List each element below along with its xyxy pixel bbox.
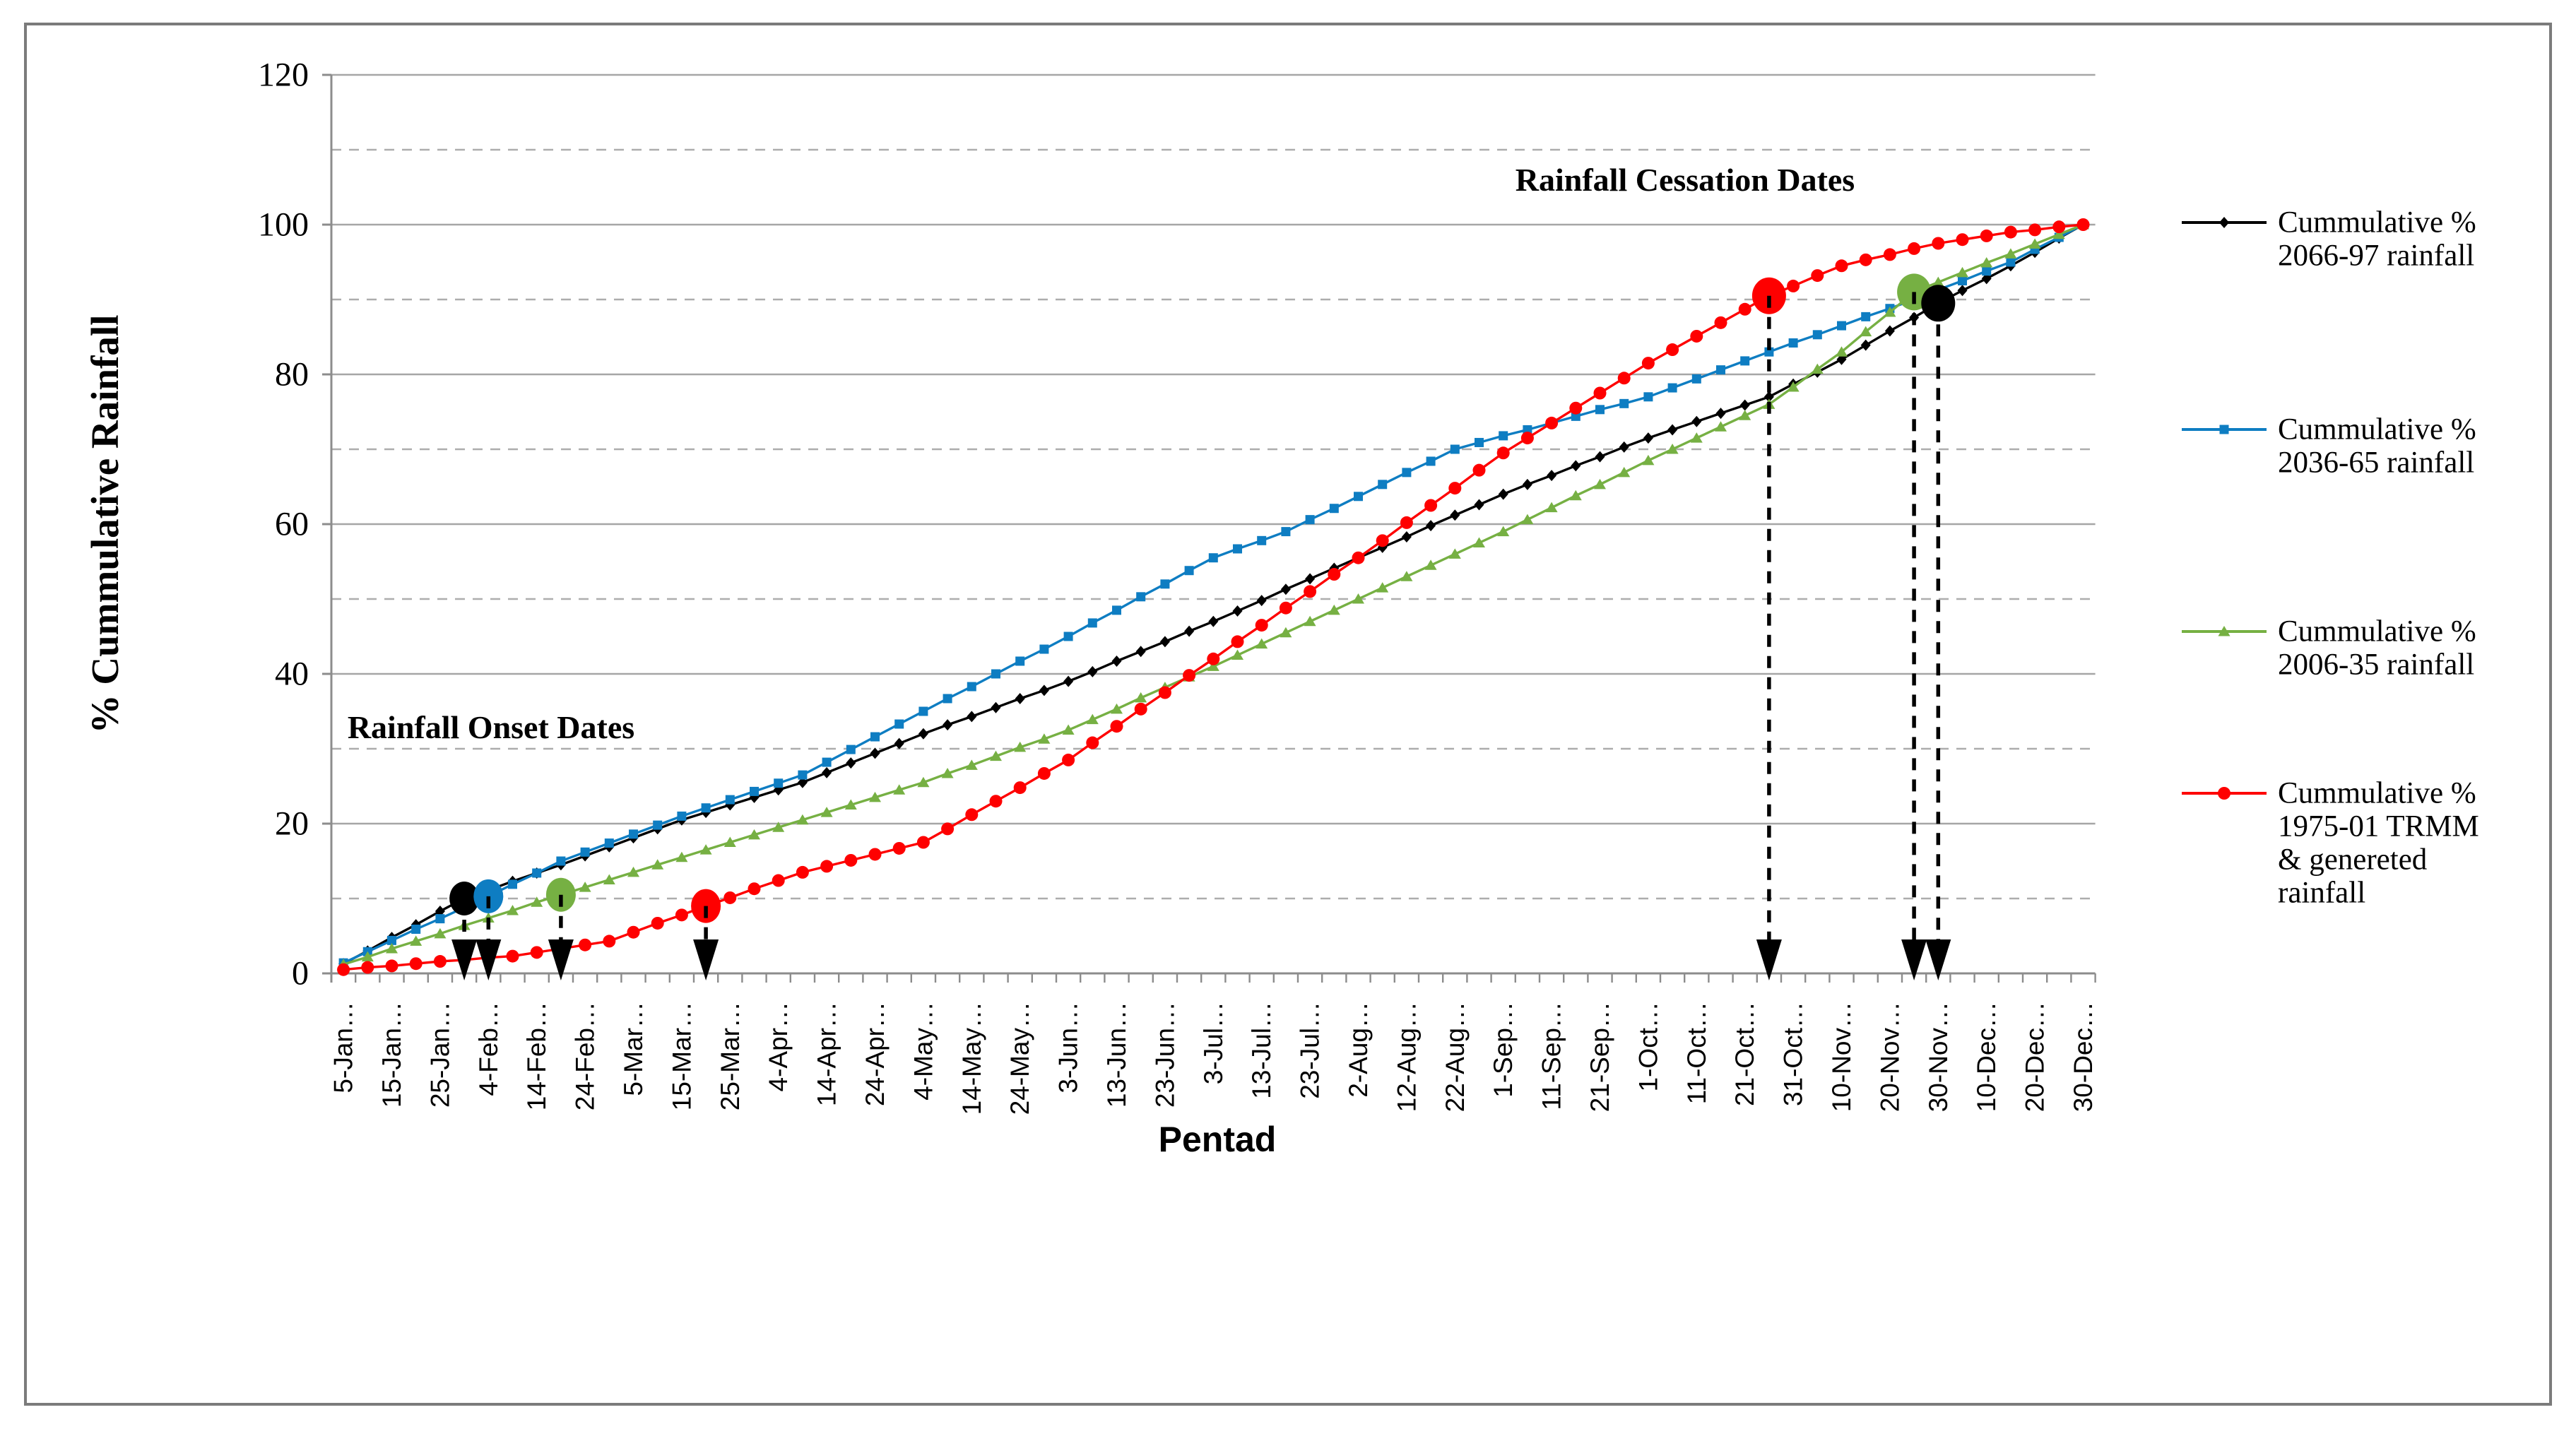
legend-text: 2036-65 rainfall	[2278, 446, 2474, 480]
axes	[330, 75, 2096, 983]
x-tick-label: 30-Nov…	[1924, 1002, 1953, 1112]
legend-item-1: Cummulative %2036-65 rainfall	[2182, 413, 2476, 480]
x-tick-label: 20-Nov…	[1875, 1002, 1904, 1112]
x-tick-label: 20-Dec…	[2021, 1002, 2050, 1112]
y-axis-labels: 0 20 40 60 80 100 120	[258, 57, 331, 992]
x-tick-label: 31-Oct…	[1779, 1002, 1808, 1106]
x-axis-labels: 5-Jan… 15-Jan… 25-Jan… 4-Feb… 14-Feb… 24-Feb……	[329, 973, 2098, 1115]
x-tick-label: 24-Feb…	[571, 1002, 600, 1110]
legend-item-0: Cummulative %2066-97 rainfall	[2182, 206, 2476, 273]
series-2-triangle	[337, 219, 2089, 969]
x-tick-label: 4-Apr…	[764, 1002, 793, 1091]
legend-item-3: Cummulative %1975-01 TRMM& generetedrain…	[2182, 777, 2479, 910]
x-tick-label: 5-Jan…	[329, 1002, 358, 1093]
cessation-arrow-head	[1901, 939, 1927, 980]
x-tick-label: 14-May…	[957, 1002, 986, 1115]
legend: Cummulative %2066-97 rainfallCummulative…	[2182, 206, 2479, 910]
figure-border	[24, 23, 2552, 1406]
cessation-annotation: Rainfall Cessation Dates	[1516, 162, 1855, 198]
x-tick-label: 25-Mar…	[716, 1002, 745, 1110]
x-tick-label: 15-Mar…	[667, 1002, 696, 1110]
legend-text: Cummulative %	[2278, 615, 2476, 648]
legend-text: Cummulative %	[2278, 206, 2476, 239]
y-tick-label: 0	[292, 955, 309, 992]
x-tick-label: 24-Apr…	[861, 1002, 890, 1106]
x-tick-label: 13-Jun…	[1102, 1002, 1131, 1108]
onset-arrow-head	[475, 939, 502, 980]
x-tick-label: 25-Jan…	[425, 1002, 454, 1108]
x-tick-label: 22-Aug…	[1441, 1002, 1470, 1112]
x-tick-label: 21-Sep…	[1585, 1002, 1614, 1112]
legend-text: Cummulative %	[2278, 413, 2476, 446]
onset-arrow-head	[693, 939, 719, 980]
x-tick-label: 24-May…	[1005, 1002, 1034, 1115]
legend-text: 1975-01 TRMM	[2278, 810, 2479, 843]
x-tick-label: 4-May…	[909, 1002, 938, 1101]
x-tick-label: 3-Jul…	[1199, 1002, 1228, 1084]
y-tick-label: 80	[275, 356, 309, 393]
x-tick-label: 1-Oct…	[1633, 1002, 1662, 1091]
x-axis-title: Pentad	[1159, 1120, 1277, 1159]
y-tick-label: 60	[275, 506, 309, 543]
legend-text: rainfall	[2278, 877, 2365, 910]
y-tick-label: 100	[258, 206, 309, 244]
annotations: Rainfall Onset Dates Rainfall Cessation D…	[348, 162, 1855, 745]
cessation-arrow-head	[1925, 939, 1951, 980]
x-tick-label: 30-Dec…	[2069, 1002, 2098, 1112]
x-tick-label: 10-Dec…	[1972, 1002, 2001, 1112]
y-tick-label: 40	[275, 656, 309, 693]
x-tick-label: 21-Oct…	[1730, 1002, 1759, 1106]
x-tick-label: 23-Jul…	[1296, 1002, 1325, 1099]
x-tick-label: 2-Aug…	[1344, 1002, 1373, 1098]
plot-gridlines	[331, 73, 2096, 900]
legend-text: 2006-35 rainfall	[2278, 648, 2474, 682]
legend-text: 2066-97 rainfall	[2278, 239, 2474, 273]
x-tick-label: 14-Apr…	[813, 1002, 841, 1106]
onset-annotation: Rainfall Onset Dates	[348, 709, 634, 745]
cessation-arrow-head	[1756, 939, 1782, 980]
series-3-circle	[337, 218, 2090, 976]
x-tick-label: 1-Sep…	[1489, 1002, 1518, 1098]
date-arrows	[451, 292, 1951, 980]
legend-text: & genereted	[2278, 843, 2427, 877]
x-tick-label: 23-Jun…	[1150, 1002, 1179, 1108]
axis-titles: % Cummulative Rainfall Pentad	[83, 315, 1276, 1159]
x-tick-label: 13-Jul…	[1247, 1002, 1276, 1099]
x-tick-label: 15-Jan…	[377, 1002, 406, 1108]
legend-item-2: Cummulative %2006-35 rainfall	[2182, 615, 2476, 682]
x-tick-label: 5-Mar…	[619, 1002, 648, 1096]
x-tick-label: 11-Oct…	[1682, 1002, 1711, 1104]
legend-text: Cummulative %	[2278, 777, 2476, 810]
y-axis-title: % Cummulative Rainfall	[83, 315, 126, 734]
x-tick-label: 4-Feb…	[474, 1002, 503, 1096]
x-tick-label: 12-Aug…	[1392, 1002, 1421, 1112]
onset-arrow-head	[548, 939, 574, 980]
x-tick-label: 3-Jun…	[1054, 1002, 1083, 1093]
x-tick-label: 11-Sep…	[1537, 1002, 1566, 1110]
onset-arrow-head	[451, 939, 478, 980]
y-tick-label: 120	[258, 57, 309, 94]
x-tick-label: 10-Nov…	[1827, 1002, 1856, 1112]
x-tick-label: 14-Feb…	[522, 1002, 551, 1110]
y-tick-label: 20	[275, 805, 309, 843]
